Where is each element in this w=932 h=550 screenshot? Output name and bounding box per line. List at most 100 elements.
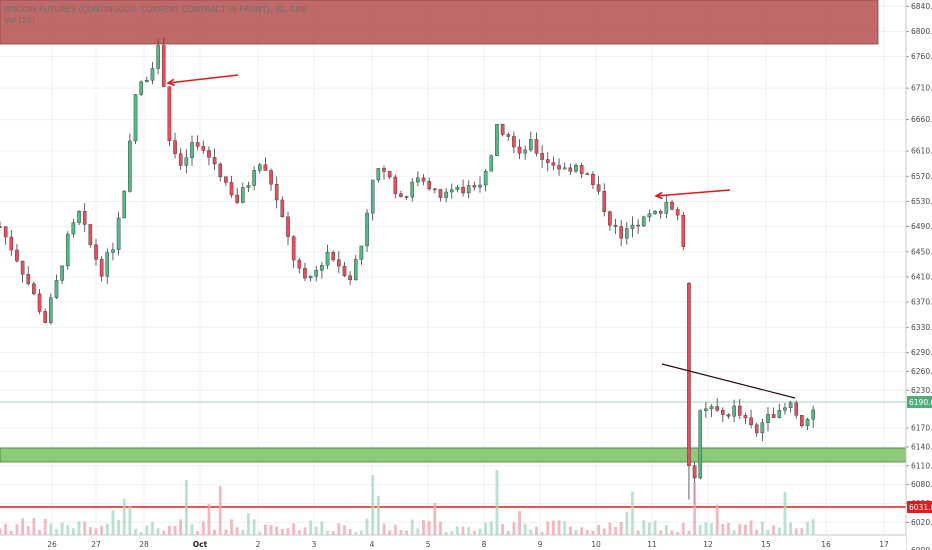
volume-bar <box>506 530 510 535</box>
candle-body <box>433 188 437 191</box>
y-tick-label: 6020.0 <box>911 518 932 527</box>
candle-body <box>105 252 110 277</box>
volume-bar <box>794 528 798 535</box>
candle-body <box>156 45 160 69</box>
candle-body <box>427 181 431 190</box>
volume-bar <box>472 530 476 535</box>
volume-bar <box>659 530 663 535</box>
candle-body <box>303 268 307 279</box>
volume-bar <box>139 531 143 535</box>
candle-body <box>190 142 194 159</box>
volume-bar <box>568 526 572 535</box>
x-tick-label: 16 <box>821 540 831 549</box>
y-tick-label: 6080.0 <box>911 480 932 489</box>
volume-bar <box>698 524 702 535</box>
candle-body <box>444 191 448 198</box>
y-tick-label: 6110.0 <box>911 461 932 470</box>
candle-body <box>212 157 217 165</box>
candle-body <box>297 259 302 269</box>
volume-bar <box>648 522 651 535</box>
volume-bar <box>184 480 188 535</box>
candle-body <box>545 159 550 163</box>
volume-bar <box>9 530 13 535</box>
candle-body <box>116 217 121 250</box>
volume-bar <box>173 526 177 535</box>
candle-body <box>0 226 2 228</box>
candle-body <box>257 164 262 171</box>
candle-body <box>3 226 8 238</box>
volume-bar <box>670 530 674 535</box>
volume-bar <box>602 528 606 535</box>
volume-bar <box>168 525 171 535</box>
volume-bar <box>744 524 747 535</box>
candle-body <box>641 216 646 227</box>
volume-bar <box>625 512 629 535</box>
candle-body <box>184 157 189 166</box>
volume-bar <box>591 530 595 535</box>
candle-body <box>585 173 590 175</box>
current-price-tag-bg <box>907 396 932 408</box>
y-tick-label-partial: 6000 <box>911 546 930 550</box>
candle-body <box>613 225 618 227</box>
candle-body <box>562 167 567 170</box>
volume-bar <box>365 518 369 535</box>
candle-body <box>529 139 533 151</box>
red-line-price-tag-bg <box>907 501 932 513</box>
volume-bar <box>512 522 516 535</box>
volume-bar <box>280 529 284 535</box>
candle-body <box>269 170 273 185</box>
volume-bar <box>337 523 341 535</box>
candle-body <box>263 164 268 171</box>
volume-bar <box>789 522 792 535</box>
volume-bar <box>179 519 183 535</box>
candle-body <box>540 153 544 160</box>
volume-bar <box>376 496 380 535</box>
candle-body <box>794 402 799 416</box>
y-tick-label: 6660.0 <box>911 115 932 124</box>
candle-body <box>675 209 680 216</box>
y-tick-label: 6290.0 <box>911 348 932 357</box>
volume-bar <box>619 521 623 535</box>
candle-body <box>252 170 256 186</box>
candle-body <box>26 274 31 285</box>
candle-body <box>65 233 70 267</box>
y-tick-label: 6610.0 <box>911 147 932 156</box>
y-tick-label: 6760.0 <box>911 52 932 61</box>
volume-bar <box>546 521 550 535</box>
volume-bar <box>314 526 318 535</box>
volume-bar <box>0 528 2 535</box>
x-tick-label: 26 <box>47 540 57 549</box>
x-tick-label: 10 <box>591 540 601 549</box>
candle-body <box>777 410 782 418</box>
volume-bar <box>218 486 222 535</box>
volume-bar <box>664 524 668 535</box>
volume-bar <box>145 525 149 535</box>
candle-body <box>145 80 149 82</box>
y-tick-label: 6140.0 <box>911 442 932 451</box>
candle-body <box>754 424 759 434</box>
volume-bar <box>489 521 493 535</box>
candle-body <box>478 184 482 188</box>
candle-body <box>15 249 19 262</box>
volume-bar <box>427 521 431 535</box>
candle-body <box>788 402 793 408</box>
volume-bar <box>800 528 804 535</box>
arrow-peak <box>166 74 239 87</box>
volume-bar <box>105 523 109 535</box>
candle-body <box>625 228 629 239</box>
candle-body <box>653 211 657 214</box>
x-tick-label: Oct <box>193 540 208 549</box>
volume-bar <box>393 524 397 535</box>
y-tick-label: 6570.0 <box>911 172 932 181</box>
volume-bar <box>354 531 358 535</box>
x-tick-label: 4 <box>370 540 375 549</box>
volume-bar <box>439 521 442 535</box>
y-tick-label: 6710.0 <box>911 84 932 93</box>
volume-bar <box>760 521 764 535</box>
y-tick-label: 6490.0 <box>911 222 932 231</box>
candle-body <box>602 191 607 212</box>
candle-body <box>387 171 392 178</box>
candle-body <box>749 417 753 426</box>
candle-body <box>574 165 578 172</box>
